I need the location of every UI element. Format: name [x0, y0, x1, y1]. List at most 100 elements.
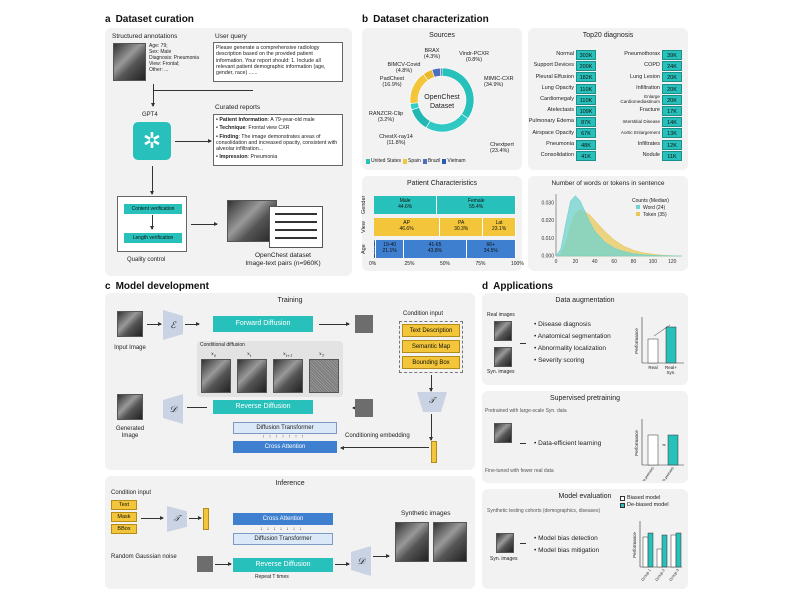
- augmentation-task: Abnormality localization: [534, 345, 611, 352]
- diagnosis-count: 39K: [662, 50, 682, 60]
- diagnosis-name: Interstitial Disease: [606, 120, 662, 125]
- forward-diffusion-block: Forward Diffusion: [213, 316, 313, 332]
- diagnosis-name: Aortic Enlargement: [606, 131, 662, 136]
- condition-item: Semantic Map: [402, 340, 460, 353]
- x-tick-label: 60: [611, 259, 617, 265]
- legend-item: United States: [366, 158, 401, 164]
- donut-slice: [412, 107, 431, 127]
- segment-pct: 21.1%: [376, 248, 404, 254]
- eval-group-label: Group 2: [655, 568, 666, 582]
- curated-reports-title: Curated reports: [215, 104, 260, 112]
- panel-top20: Top20 diagnosis Normal 303K Support Device…: [528, 28, 688, 170]
- diagnosis-row: Infiltrates 12K: [606, 140, 684, 150]
- panel-dataset-curation: Structured annotations Age: 79; Sex: Male…: [105, 28, 352, 276]
- segment-pct: 23.1%: [483, 226, 515, 232]
- diagnosis-name: Support Devices: [528, 63, 576, 69]
- curated-value: : A 79-year-old male: [268, 117, 315, 123]
- input-image-label: Input Image: [113, 345, 147, 352]
- diagnosis-name: Airspace Opacity: [528, 131, 576, 137]
- aug-bar: [648, 339, 658, 363]
- condition-input-title: Condition input: [403, 311, 443, 318]
- segment-pct: 55.4%: [437, 204, 515, 210]
- patient-tick: 50%: [440, 261, 450, 267]
- syn-images-stack: [494, 347, 512, 367]
- patient-bars: Gender Male 44.6% Female 55.4% View AP 46.6% PA 3…: [374, 196, 516, 260]
- x-tick-label: 40: [592, 259, 598, 265]
- structured-annotation-lines: Age: 79; Sex: Male Diagnosis: Pneumonia Vie…: [149, 44, 199, 73]
- donut-label: Chextpert (23.4%): [490, 142, 514, 154]
- inference-cross-attention: Cross Attention: [233, 513, 333, 525]
- eval-syn-images-label: Syn. images: [490, 557, 518, 563]
- patient-segment: AP 46.6%: [374, 218, 440, 236]
- diagnosis-name: Normal: [528, 52, 576, 58]
- patient-ticks: 0% 25% 50% 75% 100%: [374, 261, 516, 269]
- content-verification: Content verification: [124, 204, 182, 214]
- patient-segment: 41-65 43.8%: [404, 240, 466, 258]
- panel-data-augmentation: Data augmentation Real images Syn. image…: [482, 293, 688, 385]
- synthetic-images-label: Synthetic images: [401, 510, 451, 518]
- diagnosis-count: 182K: [576, 72, 596, 82]
- eval-bar-debiased: [676, 533, 681, 567]
- diagnosis-row: Lung Lesion 20K: [606, 72, 684, 82]
- donut-label: Vindr-PCXR (0.8%): [459, 51, 489, 63]
- embedding-vector: [431, 441, 437, 463]
- diagnosis-count: 87K: [576, 117, 596, 127]
- segment-pct: 43.8%: [404, 248, 465, 254]
- conditioning-embedding-label: Conditioning embedding: [345, 433, 410, 440]
- curated-report-box: • Patient Information: A 79-year-old mal…: [213, 114, 343, 166]
- patient-tick: 0%: [369, 261, 376, 267]
- input-image-xray: [117, 311, 143, 337]
- diagnosis-count: 110K: [576, 84, 596, 94]
- pretraining-bar-chart: Performance100% Real (w/o pretrain)1% Re…: [632, 413, 686, 481]
- synthetic-xray-2: [433, 522, 467, 562]
- conditional-diffusion-label: Conditional diffusion: [200, 343, 245, 349]
- curated-value: : Frontal view CXR: [245, 125, 289, 131]
- inference-condition-list: Text Mask BBox: [111, 500, 137, 536]
- step-subscript: t+1: [286, 354, 293, 358]
- eval-group-label: Group 1: [641, 568, 652, 582]
- diagnosis-name: Enlarge Cardiomediastinum: [606, 95, 662, 104]
- x-tick-label: 80: [631, 259, 637, 265]
- diagnosis-count: 20K: [662, 95, 682, 105]
- diagnosis-count: 48K: [576, 140, 596, 150]
- real-images-label: Real images: [487, 313, 515, 319]
- generated-image-label: Generated Image: [111, 426, 149, 440]
- top20-right-column: Pneumothorax 39K COPD 24K Lung Lesion 20K Infi…: [606, 50, 684, 165]
- inference-reverse-diffusion: Reverse Diffusion: [233, 558, 333, 572]
- diagnosis-row: Infiltration 20K: [606, 84, 684, 94]
- diagnosis-name: Pneumonia: [528, 142, 576, 148]
- x-tick-label: 0: [555, 259, 558, 265]
- diagnosis-count: 24K: [662, 61, 682, 71]
- step-subscript: 0: [214, 354, 216, 358]
- pretraining-tasks: Data-efficient learning: [534, 440, 601, 452]
- text-encoder-block: 𝒯: [417, 392, 447, 412]
- curated-key: • Finding: [216, 134, 238, 140]
- diagnosis-row: Nodule 11K: [606, 151, 684, 161]
- diagnosis-name: Infiltrates: [606, 142, 662, 148]
- panel-training: Training Input Image ℰ Forward Diffusion…: [105, 293, 475, 470]
- gpt4-label: GPT4: [142, 112, 158, 119]
- eval-legend-swatch: [620, 496, 625, 501]
- diagnosis-name: Pulmonary Edema: [528, 119, 576, 125]
- diagnosis-count: 67K: [576, 128, 596, 138]
- donut-label: MIMIC-CXR (34.9%): [484, 76, 514, 88]
- diagnosis-row: Fracture 17K: [606, 106, 684, 116]
- pretrain-images-stack: [494, 423, 512, 443]
- curated-key: • Technique: [216, 125, 245, 131]
- step-label: xt+1: [283, 351, 292, 358]
- x-tick-label: 20: [573, 259, 579, 265]
- inference-condition-item: Text: [111, 500, 137, 510]
- inference-title: Inference: [105, 480, 475, 487]
- quality-control-label: Quality control: [127, 257, 165, 264]
- reverse-diffusion-block: Reverse Diffusion: [213, 400, 313, 414]
- curated-key: • Patient Information: [216, 117, 268, 123]
- inference-condition-item: Mask: [111, 512, 137, 522]
- legend-item: Brazil: [423, 158, 441, 164]
- legend-item: Spain: [403, 158, 421, 164]
- diagnosis-name: Nodule: [606, 153, 662, 159]
- patient-tick: 100%: [511, 261, 524, 267]
- random-noise-label: Random Gaussian noise: [111, 554, 181, 561]
- decoder-block: 𝒟: [163, 394, 183, 424]
- pretraining-title: Supervised pretraining: [482, 395, 688, 402]
- legend-swatch: [442, 159, 446, 164]
